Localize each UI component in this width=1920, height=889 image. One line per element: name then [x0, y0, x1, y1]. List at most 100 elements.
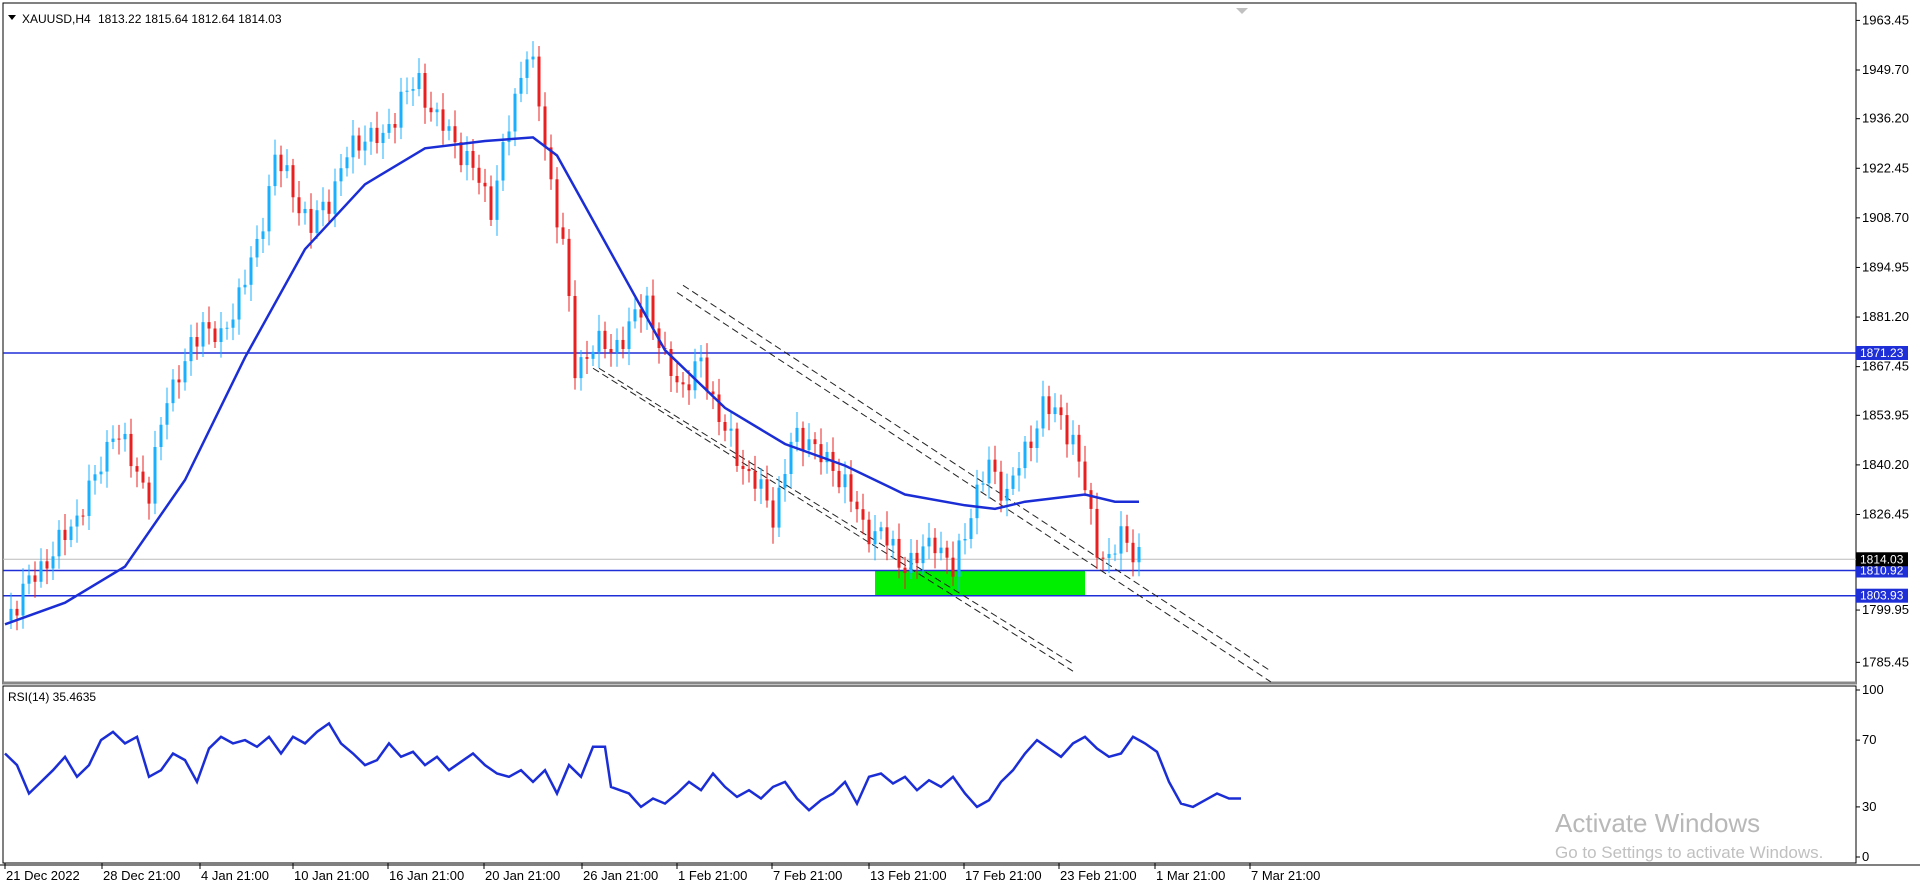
candle-25 [153, 430, 157, 515]
candle-169 [1017, 452, 1021, 492]
candle-174 [1047, 385, 1051, 431]
candle-58 [351, 119, 355, 174]
candle-84 [507, 115, 511, 156]
candle-157 [945, 540, 949, 574]
candle-92 [555, 167, 559, 244]
candle-50 [303, 201, 307, 225]
y-tick-9: 1840.20 [1862, 457, 1909, 472]
x-tick-6: 26 Jan 21:00 [583, 868, 658, 883]
candle-170 [1023, 435, 1027, 479]
candle-154 [927, 522, 931, 559]
candle-35 [213, 321, 217, 348]
candle-103 [621, 326, 625, 359]
candle-43 [261, 217, 265, 253]
shift-marker-icon [1236, 8, 1248, 14]
candle-187 [1125, 514, 1129, 553]
candle-167 [1005, 473, 1009, 517]
dropdown-triangle-icon[interactable] [8, 15, 16, 20]
candle-8 [51, 541, 55, 580]
candle-44 [267, 174, 271, 246]
y-tick-2: 1936.20 [1862, 111, 1909, 126]
x-tick-13: 7 Mar 21:00 [1251, 868, 1320, 883]
candle-120 [723, 414, 727, 442]
time-axis-ticks: 21 Dec 2022 28 Dec 21:00 4 Jan 21:00 10 Jan… [4, 863, 1320, 883]
candle-80 [483, 168, 487, 203]
price-axis-ticks: 1963.45 1949.70 1936.20 1922.45 1908.70 1894.… [1856, 12, 1909, 669]
moving-average-line[interactable] [4, 136, 1139, 626]
candle-4 [27, 564, 31, 595]
rsi-tick-1: 70 [1862, 732, 1876, 747]
channel-line-0[interactable] [598, 367, 1074, 665]
candle-57 [345, 146, 349, 177]
candle-184 [1107, 537, 1111, 574]
candle-52 [315, 200, 319, 239]
candle-40 [243, 269, 247, 295]
candle-119 [717, 378, 721, 436]
candle-7 [45, 549, 49, 585]
y-tick-3: 1922.45 [1862, 160, 1909, 175]
candle-56 [339, 153, 343, 197]
rsi-pane-frame [2, 685, 1857, 864]
candle-20 [123, 422, 127, 452]
candle-133 [801, 421, 805, 467]
candle-172 [1035, 420, 1039, 463]
candle-101 [609, 334, 613, 367]
candle-126 [759, 468, 763, 504]
rsi-tick-3: 0 [1862, 849, 1869, 864]
candle-18 [111, 425, 115, 450]
candle-121 [729, 412, 733, 447]
candle-87 [525, 51, 529, 95]
candle-65 [393, 113, 397, 144]
candle-94 [567, 229, 571, 312]
candle-70 [423, 63, 427, 124]
candle-162 [975, 469, 979, 535]
candle-178 [1071, 420, 1075, 455]
candle-90 [543, 92, 547, 161]
rsi-line[interactable] [4, 721, 1241, 812]
rsi-tick-2: 30 [1862, 799, 1876, 814]
candle-99 [597, 314, 601, 369]
candle-11 [69, 519, 73, 548]
candle-150 [903, 556, 907, 590]
candle-189 [1137, 533, 1141, 577]
candle-91 [549, 134, 553, 190]
candle-82 [495, 165, 499, 236]
ohlc-label: 1813.22 1815.64 1812.64 1814.03 [98, 12, 282, 26]
symbol-label: XAUUSD,H4 [22, 12, 91, 26]
candle-29 [177, 365, 181, 399]
candle-164 [987, 446, 991, 499]
x-tick-10: 17 Feb 21:00 [965, 868, 1042, 883]
candle-66 [399, 77, 403, 140]
channel-line-1[interactable] [592, 367, 1074, 672]
channel-line-3[interactable] [676, 292, 1272, 683]
support-zone[interactable] [875, 570, 1085, 596]
candle-155 [933, 528, 937, 569]
candle-147 [885, 511, 889, 561]
candle-160 [963, 523, 967, 555]
candle-85 [513, 88, 517, 147]
candle-16 [99, 456, 103, 484]
candle-95 [573, 280, 577, 390]
candle-31 [189, 324, 193, 376]
hline-tag-bg-1 [1856, 563, 1908, 578]
candle-38 [231, 303, 235, 341]
x-tick-0: 21 Dec 2022 [6, 868, 80, 883]
candle-51 [309, 193, 313, 249]
candle-63 [381, 124, 385, 159]
candle-132 [795, 411, 799, 452]
candle-130 [783, 459, 787, 502]
candle-72 [435, 102, 439, 127]
candle-127 [765, 465, 769, 508]
candle-47 [285, 149, 289, 179]
channel-line-2[interactable] [682, 284, 1272, 672]
candle-152 [915, 539, 919, 579]
candle-176 [1059, 394, 1063, 430]
candle-73 [441, 93, 445, 145]
candle-13 [81, 508, 85, 526]
candle-144 [867, 511, 871, 553]
candle-114 [687, 369, 691, 405]
candle-14 [87, 464, 91, 531]
candle-34 [207, 306, 211, 345]
candle-2 [15, 600, 19, 631]
